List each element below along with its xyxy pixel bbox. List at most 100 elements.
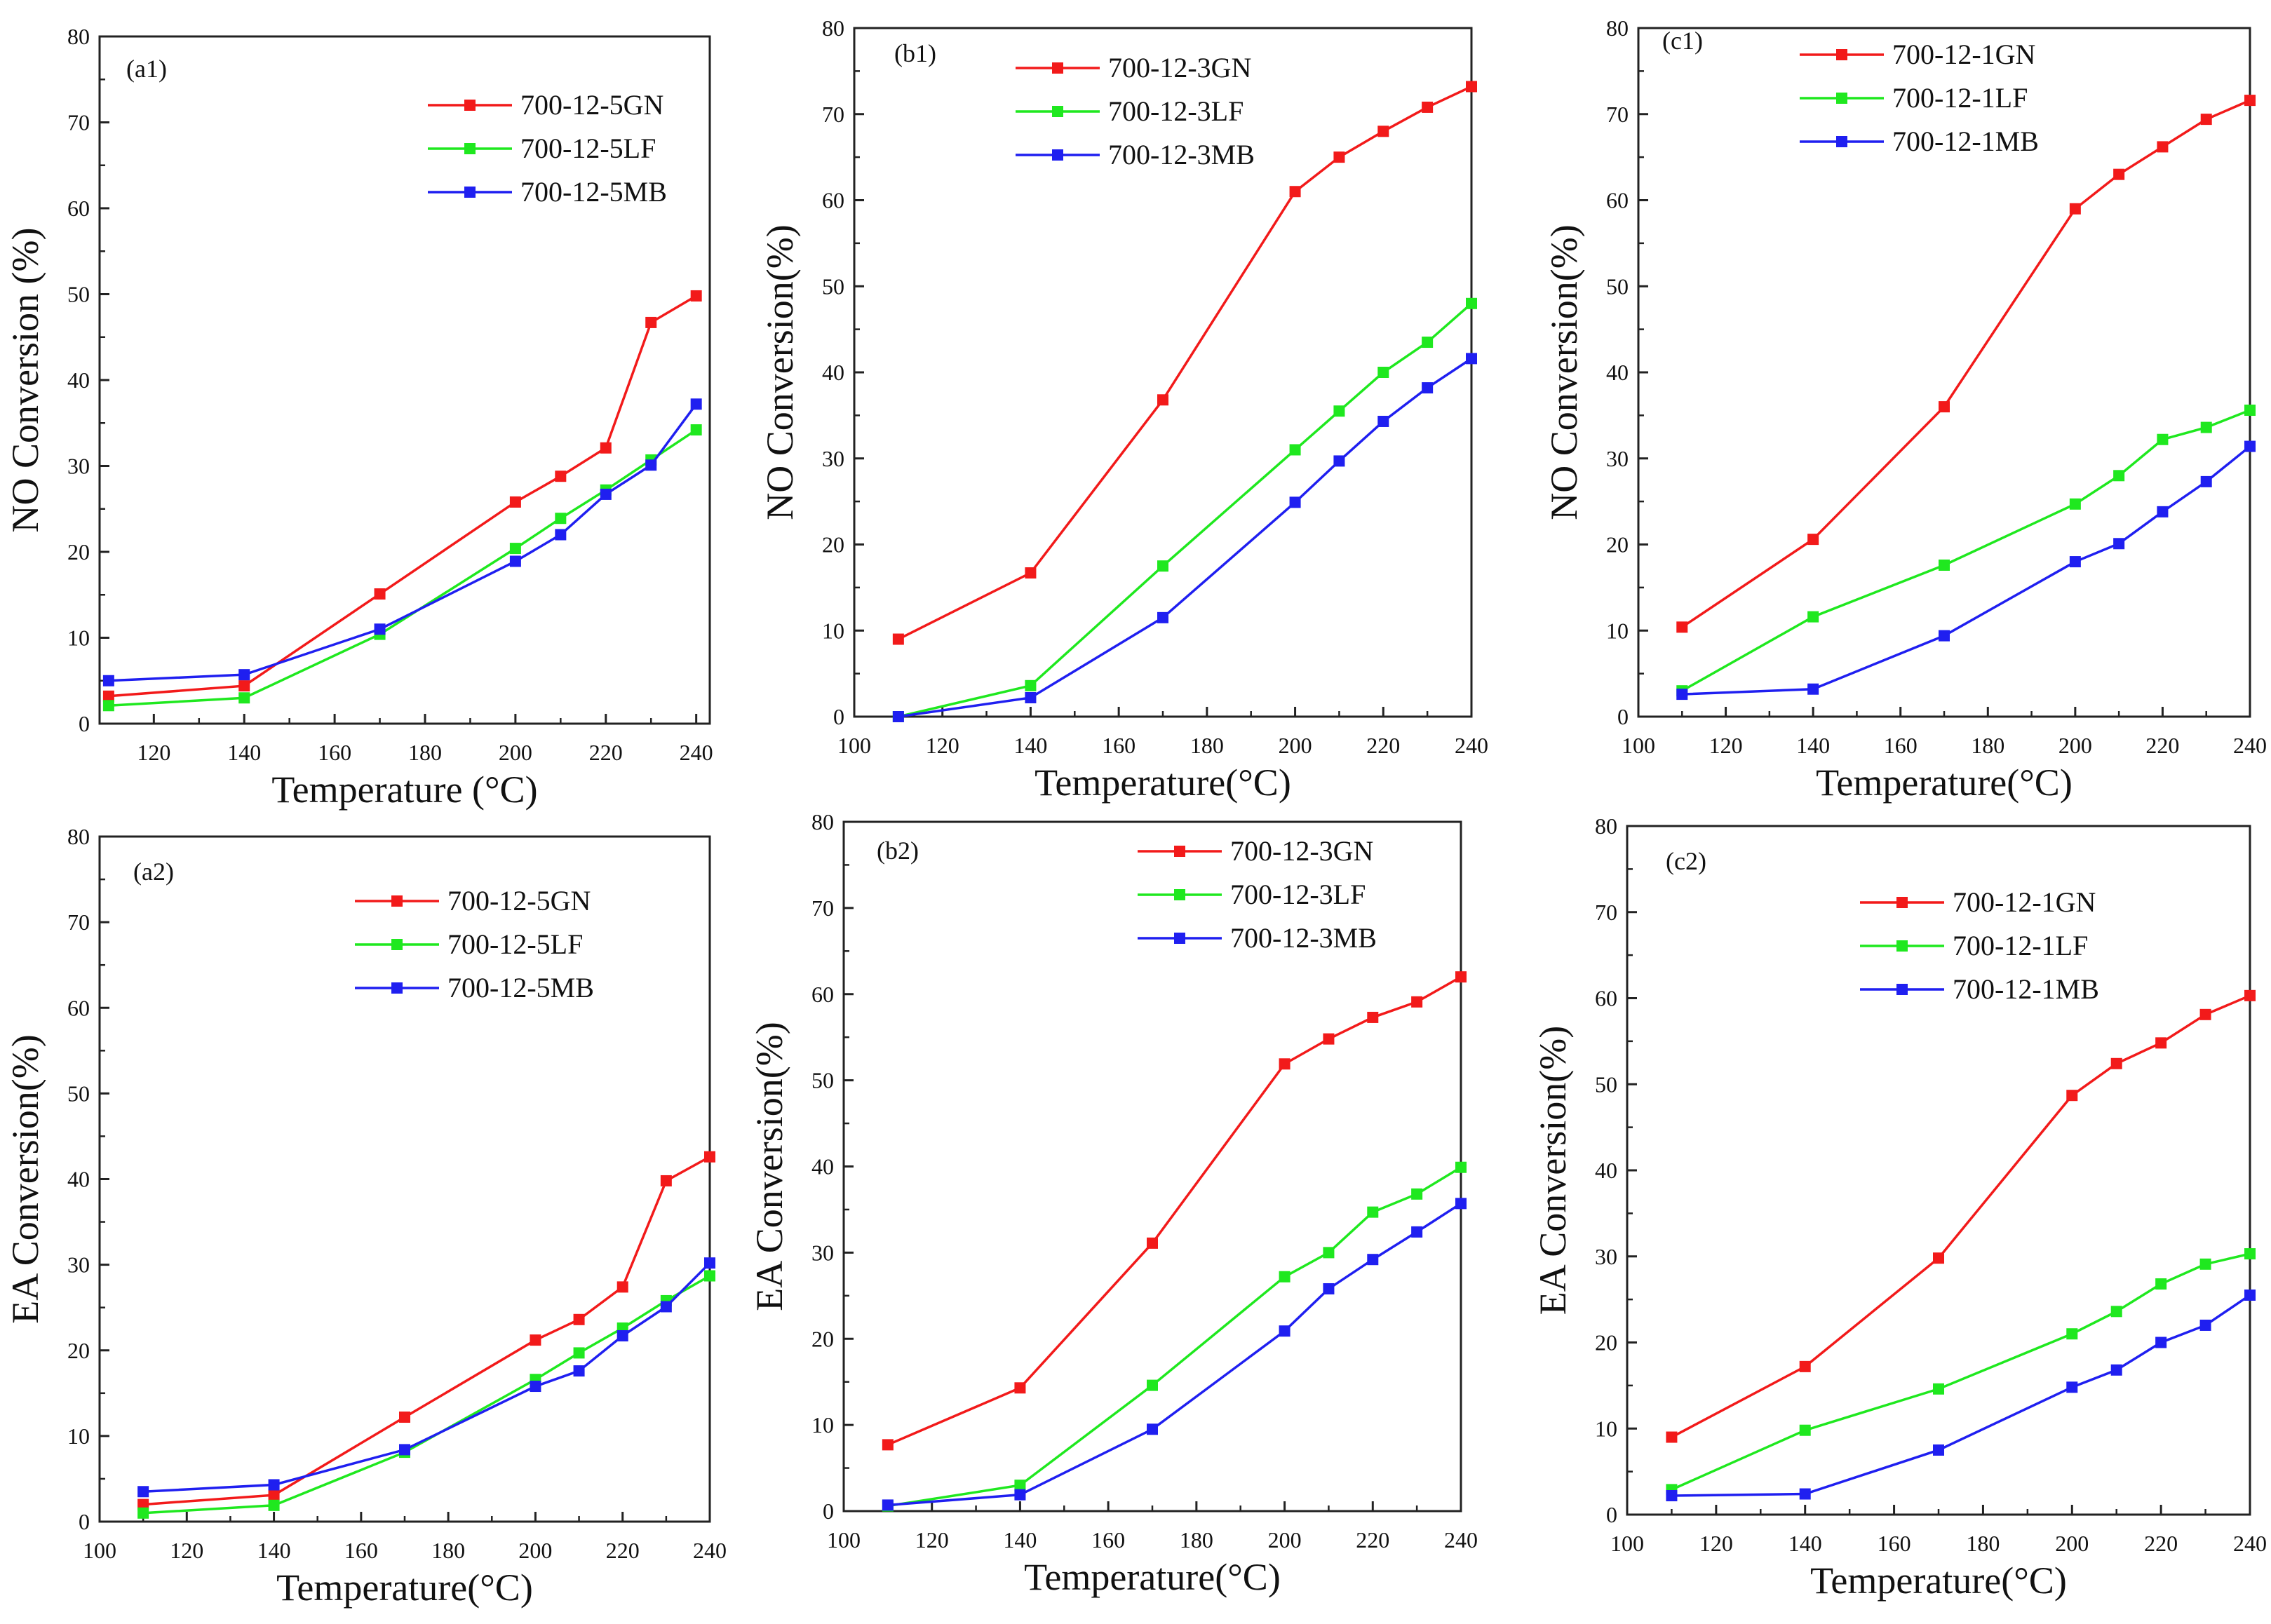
x-tick-label: 100 — [837, 733, 871, 758]
data-point-LF — [2200, 421, 2212, 433]
legend-label: 700-12-3LF — [1108, 95, 1244, 127]
x-tick-label: 200 — [1268, 1527, 1302, 1552]
data-point-LF — [1807, 611, 1819, 623]
x-axis-title: Temperature(°C) — [1816, 762, 2073, 804]
data-point-MB — [1666, 1489, 1678, 1501]
legend-label: 700-12-1GN — [1953, 886, 2096, 918]
data-point-LF — [1279, 1271, 1291, 1283]
y-tick-label: 20 — [811, 1326, 834, 1351]
data-point-MB — [268, 1479, 280, 1491]
y-tick-label: 70 — [822, 102, 844, 127]
data-point-LF — [509, 543, 521, 555]
x-tick-label: 180 — [1180, 1527, 1213, 1552]
x-axis-title: Temperature(°C) — [1810, 1559, 2067, 1602]
data-point-MB — [1422, 382, 1434, 394]
data-point-LF — [1147, 1379, 1158, 1391]
x-tick-label: 140 — [1788, 1531, 1822, 1556]
data-point-LF — [2113, 470, 2125, 482]
data-point-GN — [1799, 1360, 1811, 1372]
series-line-GN — [143, 1156, 710, 1506]
data-point-GN — [2069, 203, 2081, 215]
y-tick-label: 40 — [822, 360, 844, 385]
x-axis-title: Temperature(°C) — [276, 1567, 533, 1609]
data-point-LF — [2244, 405, 2256, 417]
legend-label: 700-12-5MB — [520, 176, 667, 208]
series-line-LF — [1681, 409, 2251, 692]
data-point-MB — [645, 459, 657, 471]
y-tick-label: 70 — [67, 110, 90, 135]
y-tick-label: 20 — [1595, 1330, 1617, 1355]
y-tick-label: 40 — [1595, 1158, 1617, 1183]
data-point-LF — [2069, 498, 2081, 510]
series-line-GN — [108, 295, 697, 698]
y-tick-label: 40 — [1606, 360, 1629, 385]
x-tick-label: 160 — [1884, 733, 1918, 758]
data-point-MB — [1147, 1423, 1158, 1435]
data-point-LF — [1289, 444, 1301, 456]
y-tick-label: 80 — [1595, 813, 1617, 839]
data-point-MB — [1323, 1283, 1335, 1294]
y-tick-label: 0 — [833, 704, 844, 729]
x-tick-label: 100 — [1610, 1531, 1644, 1556]
series-line-MB — [108, 403, 698, 682]
legend-marker-LF — [1836, 93, 1847, 104]
series-line-LF — [1671, 1252, 2251, 1491]
data-point-MB — [102, 675, 114, 686]
y-tick-label: 0 — [79, 1509, 90, 1534]
chart-panel-b1: 100 120 140 160 180 200 220 240 0 10 20 30 40 50 60 70 8… — [759, 15, 1488, 804]
y-axis-title: EA Conversion(%) — [4, 1034, 46, 1323]
y-axis-title: NO Conversion(%) — [759, 224, 801, 520]
y-tick-label: 10 — [67, 625, 90, 651]
y-tick-label: 50 — [822, 273, 844, 299]
legend-label: 700-12-1MB — [1892, 126, 2039, 157]
data-point-LF — [2110, 1306, 2122, 1318]
data-point-LF — [1933, 1383, 1944, 1395]
data-point-MB — [616, 1329, 628, 1341]
series-line-LF — [887, 1166, 1462, 1508]
panel-label: (c2) — [1666, 847, 1706, 875]
legend-label: 700-12-1LF — [1953, 930, 2088, 961]
data-point-GN — [2244, 95, 2256, 107]
data-point-GN — [2066, 1090, 2078, 1102]
data-point-GN — [1676, 621, 1688, 633]
legend-label: 700-12-5GN — [520, 89, 663, 121]
legend-marker-LF — [464, 143, 476, 154]
legend-label: 700-12-1GN — [1892, 39, 2035, 70]
data-point-MB — [2155, 1337, 2167, 1348]
series-line-MB — [143, 1261, 711, 1494]
data-point-MB — [704, 1257, 715, 1269]
y-tick-label: 60 — [1595, 986, 1617, 1011]
data-point-GN — [1377, 126, 1389, 137]
data-point-MB — [1289, 496, 1301, 508]
data-point-MB — [1279, 1325, 1291, 1337]
x-tick-label: 100 — [83, 1538, 116, 1563]
data-point-LF — [1025, 679, 1037, 691]
data-point-GN — [1422, 101, 1434, 113]
x-tick-label: 120 — [915, 1527, 949, 1552]
data-point-MB — [2199, 1319, 2211, 1331]
data-point-LF — [1367, 1206, 1379, 1218]
data-point-LF — [1377, 367, 1389, 378]
data-point-MB — [892, 711, 904, 722]
legend-marker-GN — [1052, 62, 1063, 74]
x-tick-label: 100 — [1622, 733, 1655, 758]
chart-panel-a2: 100 120 140 160 180 200 220 240 0 10 20 30 40 50 60 70 8… — [4, 824, 727, 1609]
data-point-GN — [374, 588, 386, 600]
y-tick-label: 50 — [67, 282, 90, 307]
y-tick-label: 10 — [811, 1412, 834, 1437]
data-point-MB — [2069, 556, 2081, 568]
legend-label: 700-12-5LF — [520, 133, 656, 164]
data-point-GN — [1279, 1058, 1291, 1070]
legend-marker-LF — [1896, 940, 1908, 952]
legend-marker-GN — [1174, 846, 1185, 857]
x-tick-label: 160 — [318, 740, 351, 765]
y-tick-label: 20 — [67, 1338, 90, 1363]
legend-marker-MB — [1836, 136, 1847, 147]
y-tick-label: 70 — [811, 895, 834, 921]
data-point-MB — [1466, 353, 1477, 365]
data-point-GN — [1289, 186, 1301, 198]
y-tick-label: 0 — [1617, 704, 1629, 729]
legend-marker-MB — [464, 187, 476, 198]
y-axis-title: EA Conversion(%) — [1532, 1026, 1574, 1315]
